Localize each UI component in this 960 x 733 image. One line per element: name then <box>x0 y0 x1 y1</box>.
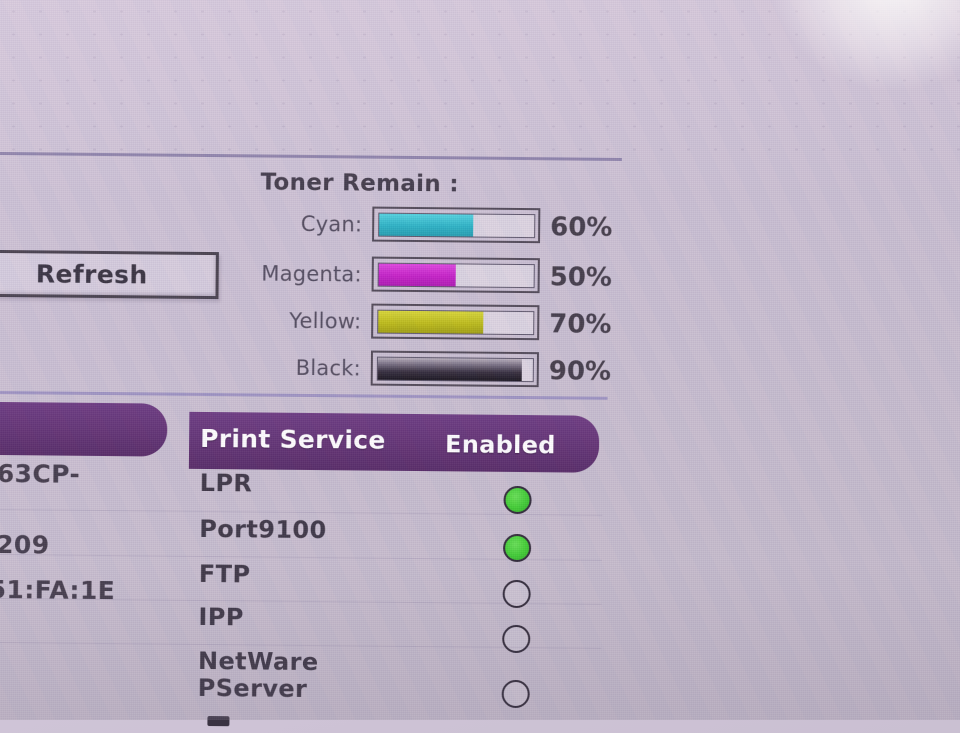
device-info-value: 63CP- <box>0 458 81 489</box>
service-label-ftp: FTP <box>198 559 251 589</box>
print-service-title: Print Service <box>200 423 386 455</box>
toner-percent-black: 90% <box>548 356 612 387</box>
toner-label-cyan: Cyan: <box>300 211 363 237</box>
toner-row-cyan: Cyan: 60% <box>0 203 639 245</box>
toner-gauge-black <box>370 350 539 388</box>
refresh-button[interactable]: Refresh <box>0 249 219 300</box>
toner-remain-title: Toner Remain : <box>260 169 459 198</box>
toner-label-yellow: Yellow: <box>289 308 362 334</box>
toner-fill-cyan <box>378 213 474 237</box>
toner-percent-cyan: 60% <box>550 212 613 243</box>
toner-percent-yellow: 70% <box>549 309 612 340</box>
section-divider-mid <box>0 390 608 400</box>
toner-gauge-magenta <box>371 256 540 294</box>
device-info-header <box>0 401 168 457</box>
status-indicator-ipp <box>502 624 531 654</box>
enabled-column-header: Enabled <box>444 430 556 460</box>
service-label-netware-pserver: NetWare PServer <box>197 646 319 703</box>
section-divider-top <box>0 151 622 161</box>
clipped-next-row-text <box>207 716 230 727</box>
service-label-port9100: Port9100 <box>199 514 327 545</box>
toner-row-yellow: Yellow: 70% <box>0 300 638 342</box>
device-info-value: 51:FA:1E <box>0 574 116 606</box>
service-label-lpr: LPR <box>199 468 253 498</box>
toner-gauge-cyan <box>372 206 541 244</box>
status-indicator-ftp <box>502 579 531 609</box>
toner-fill-magenta <box>378 263 456 286</box>
toner-gauge-yellow <box>371 303 540 341</box>
status-indicator-lpr <box>503 485 532 515</box>
service-label-ipp: IPP <box>198 602 244 632</box>
device-info-value: 209 <box>0 529 50 560</box>
print-service-header: Print Service Enabled <box>188 411 600 473</box>
toner-percent-magenta: 50% <box>549 262 613 293</box>
toner-fill-yellow <box>377 310 484 334</box>
toner-label-black: Black: <box>295 355 361 381</box>
toner-fill-black <box>377 357 522 381</box>
status-indicator-netware <box>501 679 530 709</box>
toner-row-black: Black: 90% <box>0 347 638 389</box>
status-indicator-port9100 <box>502 533 532 563</box>
